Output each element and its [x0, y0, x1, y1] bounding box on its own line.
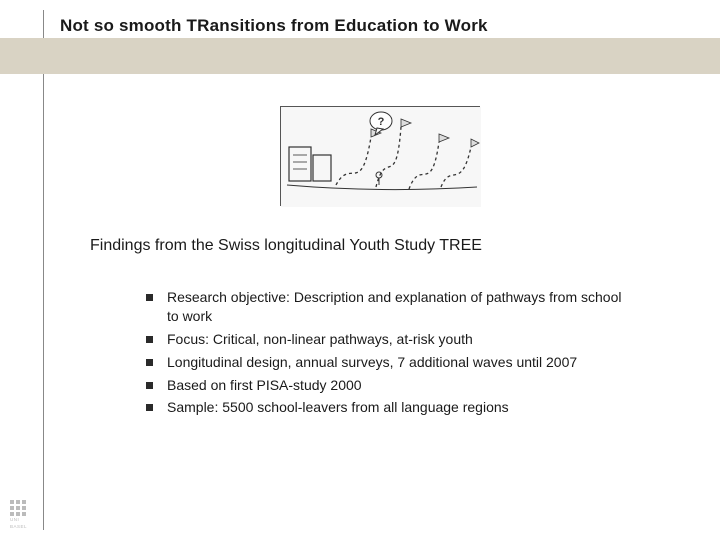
bullet-marker-icon: [146, 359, 153, 366]
bullet-text: Research objective: Description and expl…: [167, 288, 626, 326]
uni-basel-logo: UNI BASEL: [10, 500, 34, 530]
bullet-text: Focus: Critical, non-linear pathways, at…: [167, 330, 473, 349]
logo-text-line2: BASEL: [10, 525, 34, 530]
svg-text:?: ?: [378, 116, 385, 128]
vertical-rule: [43, 10, 44, 530]
list-item: Based on first PISA-study 2000: [146, 376, 626, 395]
bullet-text: Based on first PISA-study 2000: [167, 376, 362, 395]
illustration-cartoon: ?: [280, 106, 480, 206]
bullet-marker-icon: [146, 382, 153, 389]
list-item: Sample: 5500 school-leavers from all lan…: [146, 398, 626, 417]
list-item: Longitudinal design, annual surveys, 7 a…: [146, 353, 626, 372]
bullet-marker-icon: [146, 336, 153, 343]
logo-text-line1: UNI: [10, 518, 34, 523]
bullet-list: Research objective: Description and expl…: [146, 288, 626, 421]
subtitle: Findings from the Swiss longitudinal You…: [90, 237, 482, 255]
bullet-text: Sample: 5500 school-leavers from all lan…: [167, 398, 509, 417]
list-item: Research objective: Description and expl…: [146, 288, 626, 326]
bullet-marker-icon: [146, 294, 153, 301]
bullet-text: Longitudinal design, annual surveys, 7 a…: [167, 353, 577, 372]
bullet-marker-icon: [146, 404, 153, 411]
list-item: Focus: Critical, non-linear pathways, at…: [146, 330, 626, 349]
page-title: Not so smooth TRansitions from Education…: [60, 16, 488, 36]
logo-grid-icon: [10, 500, 34, 516]
title-bar: [0, 38, 720, 74]
